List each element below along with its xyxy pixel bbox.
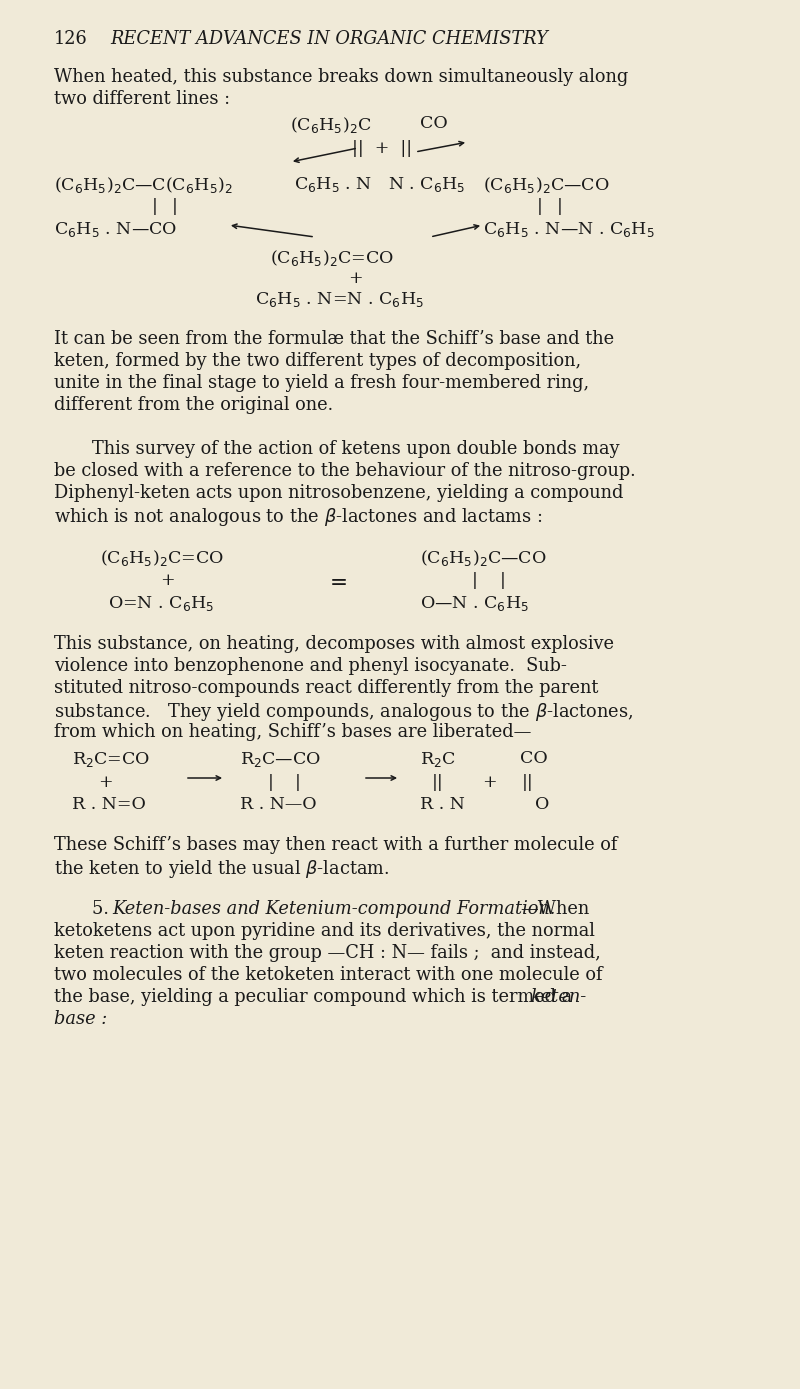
Text: |: | <box>537 199 543 215</box>
Text: be closed with a reference to the behaviour of the nitroso-group.: be closed with a reference to the behavi… <box>54 463 636 481</box>
Text: |: | <box>152 199 158 215</box>
Text: R . N=O: R . N=O <box>72 796 146 813</box>
Text: keten, formed by the two different types of decomposition,: keten, formed by the two different types… <box>54 351 581 369</box>
Text: This substance, on heating, decomposes with almost explosive: This substance, on heating, decomposes w… <box>54 635 614 653</box>
Text: the base, yielding a peculiar compound which is termed a: the base, yielding a peculiar compound w… <box>54 988 578 1006</box>
Text: (C$_6$H$_5$)$_2$C: (C$_6$H$_5$)$_2$C <box>290 115 371 135</box>
Text: Keten-bases and Ketenium-compound Formation.: Keten-bases and Ketenium-compound Format… <box>112 900 555 918</box>
Text: CO: CO <box>520 750 548 767</box>
Text: ||: || <box>522 774 534 790</box>
Text: +: + <box>98 774 113 790</box>
Text: |: | <box>500 572 506 589</box>
Text: (C$_6$H$_5$)$_2$C—CO: (C$_6$H$_5$)$_2$C—CO <box>483 175 610 194</box>
Text: When heated, this substance breaks down simultaneously along: When heated, this substance breaks down … <box>54 68 628 86</box>
Text: ||: || <box>432 774 444 790</box>
Text: This survey of the action of ketens upon double bonds may: This survey of the action of ketens upon… <box>92 440 619 458</box>
Text: These Schiff’s bases may then react with a further molecule of: These Schiff’s bases may then react with… <box>54 836 618 854</box>
Text: keten reaction with the group —CH : N— fails ;  and instead,: keten reaction with the group —CH : N— f… <box>54 945 601 963</box>
Text: which is not analogous to the $\beta$-lactones and lactams :: which is not analogous to the $\beta$-la… <box>54 506 542 528</box>
Text: ketoketens act upon pyridine and its derivatives, the normal: ketoketens act upon pyridine and its der… <box>54 922 595 940</box>
Text: CO: CO <box>420 115 448 132</box>
Text: R$_2$C—CO: R$_2$C—CO <box>240 750 321 770</box>
Text: (C$_6$H$_5$)$_2$C=CO: (C$_6$H$_5$)$_2$C=CO <box>270 249 394 268</box>
Text: =: = <box>330 572 348 594</box>
Text: two molecules of the ketoketen interact with one molecule of: two molecules of the ketoketen interact … <box>54 965 602 983</box>
Text: base :: base : <box>54 1010 107 1028</box>
Text: two different lines :: two different lines : <box>54 90 230 108</box>
Text: —When: —When <box>520 900 590 918</box>
Text: |: | <box>268 774 274 790</box>
Text: |: | <box>295 774 301 790</box>
Text: 126: 126 <box>54 31 88 49</box>
Text: 5.: 5. <box>92 900 114 918</box>
Text: the keten to yield the usual $\beta$-lactam.: the keten to yield the usual $\beta$-lac… <box>54 858 390 881</box>
Text: R . N: R . N <box>420 796 465 813</box>
Text: C$_6$H$_5$ . N=N . C$_6$H$_5$: C$_6$H$_5$ . N=N . C$_6$H$_5$ <box>255 290 424 308</box>
Text: +: + <box>160 572 174 589</box>
Text: C$_6$H$_5$ . N—CO: C$_6$H$_5$ . N—CO <box>54 219 177 239</box>
Text: R . N—O: R . N—O <box>240 796 317 813</box>
Text: keten-: keten- <box>530 988 586 1006</box>
Text: ||  +  ||: || + || <box>352 140 412 157</box>
Text: substance.   They yield compounds, analogous to the $\beta$-lactones,: substance. They yield compounds, analogo… <box>54 701 634 724</box>
Text: from which on heating, Schiff’s bases are liberated—: from which on heating, Schiff’s bases ar… <box>54 724 531 740</box>
Text: R$_2$C: R$_2$C <box>420 750 456 770</box>
Text: N . C$_6$H$_5$: N . C$_6$H$_5$ <box>388 175 466 194</box>
Text: (C$_6$H$_5$)$_2$C—CO: (C$_6$H$_5$)$_2$C—CO <box>420 549 546 568</box>
Text: (C$_6$H$_5$)$_2$C=CO: (C$_6$H$_5$)$_2$C=CO <box>100 549 224 568</box>
Text: +: + <box>348 269 362 288</box>
Text: RECENT ADVANCES IN ORGANIC CHEMISTRY: RECENT ADVANCES IN ORGANIC CHEMISTRY <box>110 31 548 49</box>
Text: different from the original one.: different from the original one. <box>54 396 333 414</box>
Text: +: + <box>482 774 497 790</box>
Text: Diphenyl-keten acts upon nitrosobenzene, yielding a compound: Diphenyl-keten acts upon nitrosobenzene,… <box>54 483 623 501</box>
Text: O: O <box>535 796 550 813</box>
Text: It can be seen from the formulæ that the Schiff’s base and the: It can be seen from the formulæ that the… <box>54 331 614 349</box>
Text: |: | <box>557 199 563 215</box>
Text: unite in the final stage to yield a fresh four-membered ring,: unite in the final stage to yield a fres… <box>54 374 589 392</box>
Text: R$_2$C=CO: R$_2$C=CO <box>72 750 150 770</box>
Text: C$_6$H$_5$ . N: C$_6$H$_5$ . N <box>294 175 372 194</box>
Text: |: | <box>172 199 178 215</box>
Text: |: | <box>472 572 478 589</box>
Text: stituted nitroso-compounds react differently from the parent: stituted nitroso-compounds react differe… <box>54 679 598 697</box>
Text: O—N . C$_6$H$_5$: O—N . C$_6$H$_5$ <box>420 594 529 613</box>
Text: C$_6$H$_5$ . N—N . C$_6$H$_5$: C$_6$H$_5$ . N—N . C$_6$H$_5$ <box>483 219 654 239</box>
Text: (C$_6$H$_5$)$_2$C—C(C$_6$H$_5$)$_2$: (C$_6$H$_5$)$_2$C—C(C$_6$H$_5$)$_2$ <box>54 175 233 194</box>
Text: O=N . C$_6$H$_5$: O=N . C$_6$H$_5$ <box>108 594 214 613</box>
Text: violence into benzophenone and phenyl isocyanate.  Sub-: violence into benzophenone and phenyl is… <box>54 657 567 675</box>
